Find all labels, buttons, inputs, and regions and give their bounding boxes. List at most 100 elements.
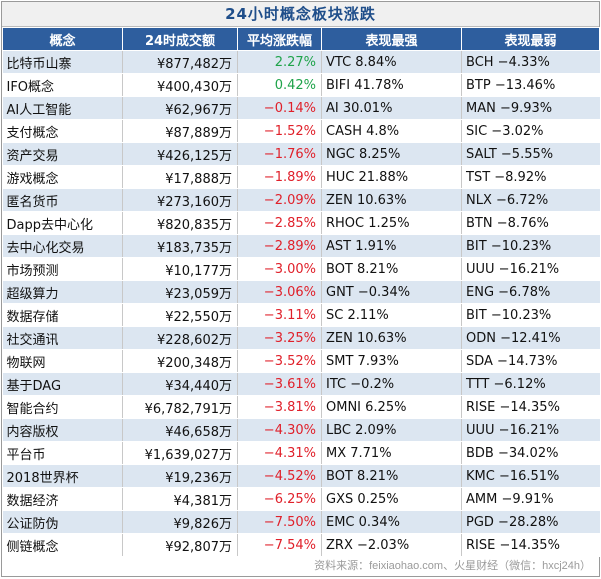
table-row: 比特币山寨 ¥877,482万 2.27% VTC 8.84% BCH −4.33% <box>2 50 600 74</box>
best-cell: AI 30.01% <box>321 96 462 120</box>
change-cell: −3.11% <box>237 303 322 327</box>
concept-cell: 物联网 <box>2 349 123 373</box>
table-row: 支付概念 ¥87,889万 −1.52% CASH 4.8% SIC −3.02% <box>2 119 600 143</box>
concept-cell: 内容版权 <box>2 418 123 442</box>
concept-cell: 侧链概念 <box>2 533 123 557</box>
volume-cell: ¥23,059万 <box>122 280 238 304</box>
concept-cell: AI人工智能 <box>2 96 123 120</box>
table-row: 数据存储 ¥22,550万 −3.11% SC 2.11% BIT −10.23% <box>2 303 600 327</box>
best-cell: VTC 8.84% <box>321 50 462 74</box>
best-cell: RHOC 1.25% <box>321 211 462 235</box>
concept-cell: 基于DAG <box>2 372 123 396</box>
volume-cell: ¥1,639,027万 <box>122 441 238 465</box>
best-cell: BOT 8.21% <box>321 464 462 488</box>
best-cell: ZEN 10.63% <box>321 188 462 212</box>
concept-cell: 去中心化交易 <box>2 234 123 258</box>
header-row: 概念 24时成交额 平均涨跌幅 表现最强 表现最弱 <box>2 27 600 51</box>
table-body: 比特币山寨 ¥877,482万 2.27% VTC 8.84% BCH −4.33% IF… <box>2 50 600 557</box>
best-cell: EMC 0.34% <box>321 510 462 534</box>
change-cell: −3.81% <box>237 395 322 419</box>
change-cell: −7.50% <box>237 510 322 534</box>
best-cell: LBC 2.09% <box>321 418 462 442</box>
change-cell: −1.52% <box>237 119 322 143</box>
worst-cell: SIC −3.02% <box>461 119 600 143</box>
worst-cell: UUU −16.21% <box>461 418 600 442</box>
change-cell: −3.25% <box>237 326 322 350</box>
worst-cell: SDA −14.73% <box>461 349 600 373</box>
concept-cell: 数据经济 <box>2 487 123 511</box>
header-change: 平均涨跌幅 <box>237 27 322 51</box>
table-row: AI人工智能 ¥62,967万 −0.14% AI 30.01% MAN −9.93% <box>2 96 600 120</box>
volume-cell: ¥426,125万 <box>122 142 238 166</box>
change-cell: −6.25% <box>237 487 322 511</box>
change-cell: −2.09% <box>237 188 322 212</box>
best-cell: HUC 21.88% <box>321 165 462 189</box>
table-row: IFO概念 ¥400,430万 0.42% BIFI 41.78% BTP −13.46… <box>2 73 600 97</box>
concept-cell: 智能合约 <box>2 395 123 419</box>
volume-cell: ¥62,967万 <box>122 96 238 120</box>
best-cell: MX 7.71% <box>321 441 462 465</box>
best-cell: BIFI 41.78% <box>321 73 462 97</box>
concept-cell: 超级算力 <box>2 280 123 304</box>
table-row: 匿名货币 ¥273,160万 −2.09% ZEN 10.63% NLX −6.72% <box>2 188 600 212</box>
concept-cell: 匿名货币 <box>2 188 123 212</box>
volume-cell: ¥17,888万 <box>122 165 238 189</box>
best-cell: NGC 8.25% <box>321 142 462 166</box>
table-row: 社交通讯 ¥228,602万 −3.25% ZEN 10.63% ODN −12.41% <box>2 326 600 350</box>
volume-cell: ¥273,160万 <box>122 188 238 212</box>
best-cell: BOT 8.21% <box>321 257 462 281</box>
best-cell: GNT −0.34% <box>321 280 462 304</box>
worst-cell: BTN −8.76% <box>461 211 600 235</box>
worst-cell: BDB −34.02% <box>461 441 600 465</box>
worst-cell: MAN −9.93% <box>461 96 600 120</box>
source-note: 资料来源：feixiaohao.com、火星财经（微信：hxcj24h） <box>314 560 591 572</box>
concept-cell: 2018世界杯 <box>2 464 123 488</box>
table-row: 公证防伪 ¥9,826万 −7.50% EMC 0.34% PGD −28.28% <box>2 510 600 534</box>
worst-cell: UUU −16.21% <box>461 257 600 281</box>
concept-cell: IFO概念 <box>2 73 123 97</box>
worst-cell: ENG −6.78% <box>461 280 600 304</box>
best-cell: ITC −0.2% <box>321 372 462 396</box>
volume-cell: ¥92,807万 <box>122 533 238 557</box>
best-cell: SMT 7.93% <box>321 349 462 373</box>
table-row: 2018世界杯 ¥19,236万 −4.52% BOT 8.21% KMC −16.51… <box>2 464 600 488</box>
change-cell: −3.52% <box>237 349 322 373</box>
page-title: 24小时概念板块涨跌 <box>2 2 599 27</box>
best-cell: SC 2.11% <box>321 303 462 327</box>
volume-cell: ¥4,381万 <box>122 487 238 511</box>
best-cell: CASH 4.8% <box>321 119 462 143</box>
change-cell: −3.06% <box>237 280 322 304</box>
worst-cell: BIT −10.23% <box>461 303 600 327</box>
change-cell: −2.89% <box>237 234 322 258</box>
volume-cell: ¥10,177万 <box>122 257 238 281</box>
table-row: 平台币 ¥1,639,027万 −4.31% MX 7.71% BDB −34.02% <box>2 441 600 465</box>
table-row: 超级算力 ¥23,059万 −3.06% GNT −0.34% ENG −6.78% <box>2 280 600 304</box>
table-row: 侧链概念 ¥92,807万 −7.54% ZRX −2.03% RISE −14.35% <box>2 533 600 557</box>
volume-cell: ¥200,348万 <box>122 349 238 373</box>
worst-cell: KMC −16.51% <box>461 464 600 488</box>
concept-cell: 游戏概念 <box>2 165 123 189</box>
change-cell: −3.61% <box>237 372 322 396</box>
volume-cell: ¥46,658万 <box>122 418 238 442</box>
table-row: 游戏概念 ¥17,888万 −1.89% HUC 21.88% TST −8.92% <box>2 165 600 189</box>
change-cell: 0.42% <box>237 73 322 97</box>
change-cell: −1.89% <box>237 165 322 189</box>
table-row: 资产交易 ¥426,125万 −1.76% NGC 8.25% SALT −5.55% <box>2 142 600 166</box>
volume-cell: ¥400,430万 <box>122 73 238 97</box>
concept-cell: 数据存储 <box>2 303 123 327</box>
volume-cell: ¥19,236万 <box>122 464 238 488</box>
concept-cell: 平台币 <box>2 441 123 465</box>
volume-cell: ¥22,550万 <box>122 303 238 327</box>
worst-cell: RISE −14.35% <box>461 395 600 419</box>
volume-cell: ¥820,835万 <box>122 211 238 235</box>
concept-cell: Dapp去中心化 <box>2 211 123 235</box>
table-row: 去中心化交易 ¥183,735万 −2.89% AST 1.91% BIT −10.23… <box>2 234 600 258</box>
header-volume: 24时成交额 <box>122 27 238 51</box>
change-cell: −1.76% <box>237 142 322 166</box>
worst-cell: ODN −12.41% <box>461 326 600 350</box>
table-row: 内容版权 ¥46,658万 −4.30% LBC 2.09% UUU −16.21% <box>2 418 600 442</box>
table-row: 物联网 ¥200,348万 −3.52% SMT 7.93% SDA −14.73% <box>2 349 600 373</box>
worst-cell: BIT −10.23% <box>461 234 600 258</box>
worst-cell: AMM −9.91% <box>461 487 600 511</box>
